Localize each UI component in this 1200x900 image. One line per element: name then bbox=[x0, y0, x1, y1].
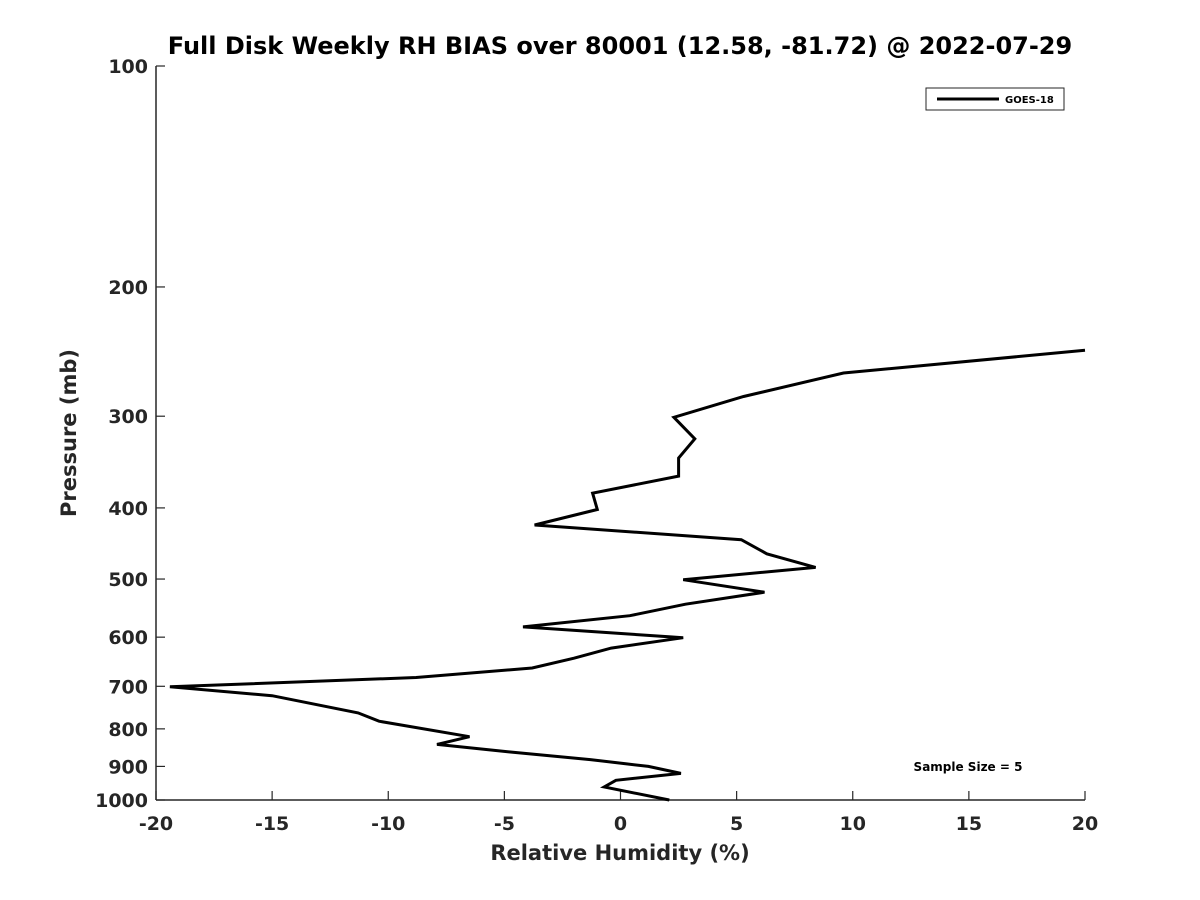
y-tick-label: 300 bbox=[108, 406, 148, 428]
x-tick-label: -5 bbox=[494, 813, 515, 835]
legend: GOES-18 bbox=[925, 87, 1065, 111]
x-tick-label: 0 bbox=[614, 813, 627, 835]
sample-size-annotation: Sample Size = 5 bbox=[914, 760, 1023, 774]
y-tick-label: 100 bbox=[108, 56, 148, 78]
x-ticks: -20 -15 -10 -5 0 5 10 15 20 bbox=[139, 791, 1098, 835]
y-tick-label: 600 bbox=[108, 627, 148, 649]
x-tick-label: 10 bbox=[840, 813, 866, 835]
x-tick-label: -20 bbox=[139, 813, 173, 835]
chart-title: Full Disk Weekly RH BIAS over 80001 (12.… bbox=[168, 32, 1072, 60]
y-axis-label: Pressure (mb) bbox=[57, 349, 81, 517]
y-ticks: 100 200 300 400 500 600 700 800 900 1000 bbox=[95, 56, 165, 812]
series-line-goes-18 bbox=[169, 348, 1086, 802]
y-tick-label: 200 bbox=[108, 277, 148, 299]
y-tick-label: 500 bbox=[108, 569, 148, 591]
series-layer bbox=[169, 348, 1086, 802]
x-tick-label: 15 bbox=[956, 813, 982, 835]
y-tick-label: 1000 bbox=[95, 790, 148, 812]
x-tick-label: -10 bbox=[371, 813, 405, 835]
y-tick-label: 700 bbox=[108, 676, 148, 698]
y-tick-label: 400 bbox=[108, 498, 148, 520]
y-tick-label: 900 bbox=[108, 756, 148, 778]
x-axis-label: Relative Humidity (%) bbox=[490, 841, 749, 865]
x-tick-label: 20 bbox=[1072, 813, 1098, 835]
x-tick-label: 5 bbox=[730, 813, 743, 835]
y-tick-label: 800 bbox=[108, 719, 148, 741]
legend-label-goes-18: GOES-18 bbox=[1005, 95, 1054, 106]
x-tick-label: -15 bbox=[255, 813, 289, 835]
